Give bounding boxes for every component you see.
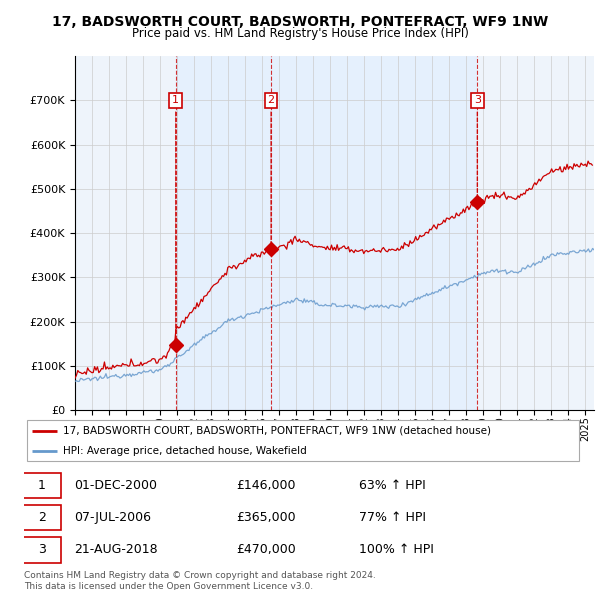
FancyBboxPatch shape [27, 420, 579, 461]
Text: £146,000: £146,000 [236, 479, 296, 492]
FancyBboxPatch shape [23, 473, 61, 498]
Text: £470,000: £470,000 [236, 543, 296, 556]
Text: 1: 1 [38, 479, 46, 492]
Text: 17, BADSWORTH COURT, BADSWORTH, PONTEFRACT, WF9 1NW (detached house): 17, BADSWORTH COURT, BADSWORTH, PONTEFRA… [63, 426, 491, 436]
Bar [271, 56, 477, 410]
Text: £365,000: £365,000 [236, 511, 296, 525]
Text: 1: 1 [172, 96, 179, 105]
Text: 07-JUL-2006: 07-JUL-2006 [74, 511, 151, 525]
Text: 3: 3 [474, 96, 481, 105]
FancyBboxPatch shape [23, 537, 61, 562]
Text: Contains HM Land Registry data © Crown copyright and database right 2024.: Contains HM Land Registry data © Crown c… [24, 571, 376, 580]
Text: 21-AUG-2018: 21-AUG-2018 [74, 543, 158, 556]
Text: 3: 3 [38, 543, 46, 556]
Text: This data is licensed under the Open Government Licence v3.0.: This data is licensed under the Open Gov… [24, 582, 313, 590]
Text: 2: 2 [38, 511, 46, 525]
Text: 2: 2 [268, 96, 275, 105]
Text: HPI: Average price, detached house, Wakefield: HPI: Average price, detached house, Wake… [63, 446, 307, 456]
Text: 01-DEC-2000: 01-DEC-2000 [74, 479, 157, 492]
Bar [176, 56, 271, 410]
FancyBboxPatch shape [23, 505, 61, 530]
Text: 77% ↑ HPI: 77% ↑ HPI [359, 511, 426, 525]
Text: 63% ↑ HPI: 63% ↑ HPI [359, 479, 425, 492]
Text: Price paid vs. HM Land Registry's House Price Index (HPI): Price paid vs. HM Land Registry's House … [131, 27, 469, 40]
Text: 17, BADSWORTH COURT, BADSWORTH, PONTEFRACT, WF9 1NW: 17, BADSWORTH COURT, BADSWORTH, PONTEFRA… [52, 15, 548, 29]
Text: 100% ↑ HPI: 100% ↑ HPI [359, 543, 434, 556]
